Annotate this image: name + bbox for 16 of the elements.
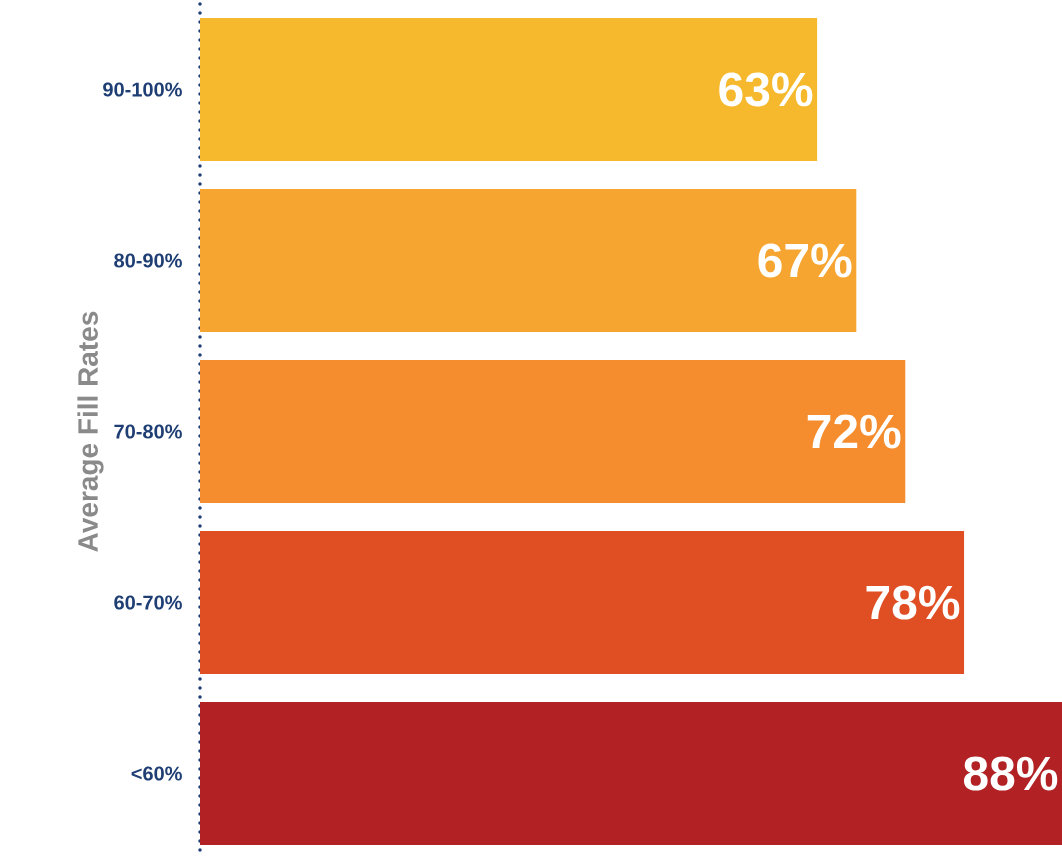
bar <box>200 189 857 332</box>
data-label: 78% <box>866 585 960 620</box>
y-tick-label: 90-100% <box>103 82 182 97</box>
y-tick-label: 80-90% <box>114 253 182 268</box>
y-axis-title: Average Fill Rates <box>77 311 104 552</box>
y-tick-label: 70-80% <box>114 424 182 439</box>
bar <box>200 360 906 503</box>
data-label: 72% <box>807 414 901 449</box>
bar <box>200 18 818 161</box>
y-tick-label: 60-70% <box>114 595 182 610</box>
y-tick-label: <60% <box>131 766 182 781</box>
data-label: 63% <box>719 72 813 107</box>
data-label: 67% <box>758 243 852 278</box>
data-label: 88% <box>963 756 1058 791</box>
bar <box>200 702 1062 845</box>
bar <box>200 531 965 674</box>
